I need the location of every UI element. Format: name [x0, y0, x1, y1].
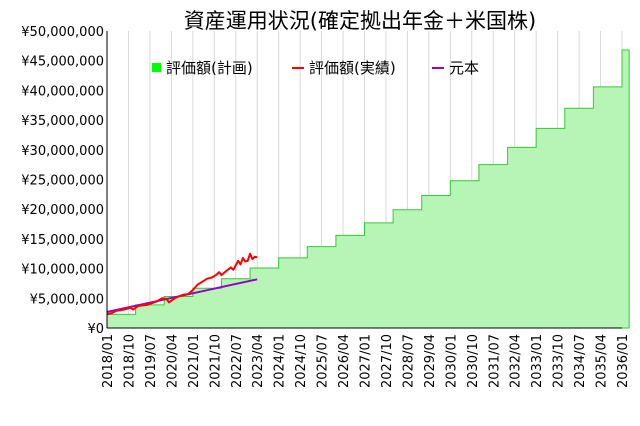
x-tick-label: 2029/04	[423, 334, 438, 388]
actual-line	[106, 252, 258, 316]
data-lines	[106, 252, 258, 316]
legend-label-principal: 元本	[449, 59, 479, 77]
x-tick-label: 2028/07	[401, 334, 416, 388]
x-tick-label: 2031/07	[487, 334, 502, 388]
x-tick-label: 2032/04	[509, 334, 524, 388]
x-tick-label: 2036/01	[616, 334, 631, 388]
x-tick-label: 2033/10	[552, 334, 567, 388]
x-tick-label: 2018/10	[122, 334, 137, 388]
x-tick-label: 2018/01	[101, 334, 116, 388]
y-tick-label: ¥20,000,000	[21, 203, 104, 218]
y-tick-label: ¥5,000,000	[30, 292, 104, 307]
y-tick-label: ¥10,000,000	[21, 263, 104, 278]
x-tick-label: 2030/10	[466, 334, 481, 388]
chart-title: 資産運用状況(確定拠出年金＋米国株)	[184, 9, 536, 33]
x-tick-label: 2023/04	[251, 334, 266, 388]
y-tick-label: ¥40,000,000	[21, 84, 104, 99]
y-tick-labels: ¥0 ¥5,000,000 ¥10,000,000 ¥15,000,000 ¥20,00…	[21, 25, 104, 337]
x-tick-label: 2027/01	[359, 334, 374, 388]
x-tick-label: 2024/10	[294, 334, 309, 388]
y-tick-label: ¥35,000,000	[21, 114, 104, 129]
x-tick-label: 2021/01	[187, 334, 202, 388]
x-tick-label: 2035/04	[595, 334, 610, 388]
legend-swatch-plan	[152, 63, 161, 72]
axes	[106, 31, 622, 329]
legend-label-actual: 評価額(実績)	[309, 59, 396, 77]
x-tick-label: 2030/01	[444, 334, 459, 388]
y-tick-label: ¥0	[87, 322, 104, 337]
legend: 評価額(計画) 評価額(実績) 元本	[152, 59, 479, 77]
y-tick-label: ¥50,000,000	[21, 25, 104, 40]
x-tick-label: 2024/01	[273, 334, 288, 388]
x-tick-label: 2034/07	[573, 334, 588, 388]
x-tick-labels: 2018/01 2018/10 2019/07 2020/04 2021/01 2021/…	[101, 334, 631, 388]
x-tick-label: 2026/04	[337, 334, 352, 388]
x-tick-label: 2020/04	[165, 334, 180, 388]
x-tick-label: 2022/07	[230, 334, 245, 388]
x-tick-label: 2021/10	[208, 334, 223, 388]
x-tick-label: 2033/01	[530, 334, 545, 388]
y-tick-label: ¥45,000,000	[21, 55, 104, 70]
y-tick-label: ¥25,000,000	[21, 174, 104, 189]
x-tick-label: 2019/07	[144, 334, 159, 388]
legend-label-plan: 評価額(計画)	[166, 59, 253, 77]
x-tick-label: 2025/07	[316, 334, 331, 388]
y-tick-label: ¥30,000,000	[21, 144, 104, 159]
y-tick-label: ¥15,000,000	[21, 233, 104, 248]
x-tick-label: 2027/10	[380, 334, 395, 388]
